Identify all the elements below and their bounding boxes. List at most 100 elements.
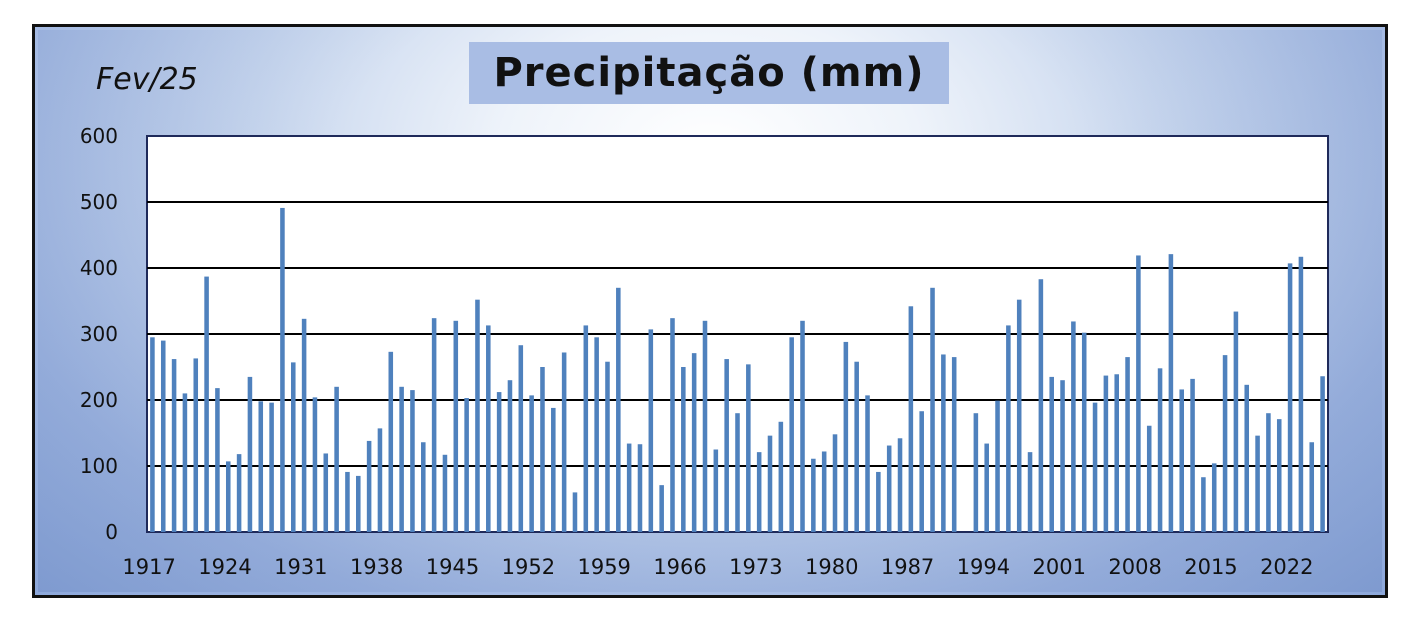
bar — [648, 329, 654, 532]
bar — [1114, 374, 1119, 532]
x-tick-label: 1994 — [957, 555, 1010, 579]
bar — [789, 337, 794, 532]
bar — [388, 351, 394, 532]
bar — [160, 340, 166, 532]
bar — [984, 443, 989, 532]
x-tick-label: 2015 — [1184, 555, 1237, 579]
bar — [345, 471, 350, 532]
bar — [1266, 413, 1271, 532]
bar — [334, 386, 339, 532]
bar — [702, 320, 708, 532]
bar — [941, 354, 946, 532]
bar — [1244, 384, 1250, 532]
bar — [811, 458, 816, 532]
bar — [464, 398, 469, 532]
bar — [204, 276, 209, 532]
chart-title: Precipitação (mm) — [469, 42, 949, 104]
bar — [1233, 311, 1239, 532]
bar — [247, 376, 253, 532]
bar — [767, 435, 773, 532]
bar — [421, 442, 426, 532]
bar — [691, 353, 697, 532]
bar — [713, 449, 719, 532]
bar — [215, 388, 220, 532]
bar — [529, 395, 534, 532]
bar — [453, 320, 459, 532]
bar — [746, 364, 751, 532]
bar — [1298, 256, 1304, 532]
bar — [399, 386, 404, 532]
bar — [1222, 355, 1228, 532]
bar — [540, 367, 545, 532]
y-tick-label: 400 — [80, 256, 118, 280]
x-tick-label: 1952 — [502, 555, 555, 579]
bar — [1049, 376, 1054, 532]
bar — [821, 451, 827, 532]
bar — [572, 492, 578, 532]
bar — [1276, 419, 1282, 532]
bar — [225, 461, 231, 532]
bar — [1201, 477, 1206, 532]
bar — [637, 444, 643, 532]
bar — [1211, 463, 1217, 532]
y-tick-label: 100 — [80, 454, 118, 478]
bar — [431, 318, 437, 532]
bar — [171, 359, 177, 532]
bar — [1016, 299, 1022, 532]
x-tick-label: 1938 — [350, 555, 403, 579]
bar — [1136, 255, 1141, 532]
bar — [1168, 254, 1174, 532]
bar — [605, 361, 610, 532]
bar — [280, 207, 285, 532]
bar — [236, 454, 242, 532]
x-tick-label: 2008 — [1108, 555, 1161, 579]
bar — [865, 395, 870, 532]
x-tick-label: 2022 — [1260, 555, 1313, 579]
bar — [1092, 402, 1098, 532]
bar — [681, 367, 686, 532]
bar — [496, 392, 502, 532]
bar — [442, 454, 448, 532]
bar — [670, 318, 675, 532]
bar — [182, 393, 188, 532]
bar — [876, 471, 881, 532]
bar — [778, 421, 784, 532]
bar — [518, 345, 524, 532]
bar — [258, 401, 264, 532]
bar — [301, 318, 307, 532]
bar — [1190, 378, 1195, 532]
bar — [551, 407, 556, 532]
bar — [356, 475, 361, 532]
x-tick-label: 1917 — [122, 555, 175, 579]
chart-subtitle: Fev/25 — [96, 62, 198, 97]
bar — [1081, 332, 1087, 532]
bar — [269, 402, 274, 532]
bar — [832, 434, 838, 532]
bar-series — [150, 207, 1325, 532]
bar — [756, 452, 762, 532]
bar — [995, 400, 1000, 532]
bar — [908, 306, 914, 532]
x-tick-label: 1966 — [653, 555, 706, 579]
x-axis-ticks: 1917 1924 1931 1938 1945 1952 1959 1966 1973 1980… — [122, 555, 1313, 579]
bar — [323, 453, 329, 532]
y-axis-ticks: 0 100 200 300 400 500 600 — [80, 124, 118, 544]
bar — [1071, 321, 1076, 532]
bar — [659, 485, 664, 532]
bar — [724, 359, 729, 532]
bar — [1038, 279, 1044, 532]
x-tick-label: 1931 — [274, 555, 327, 579]
x-tick-label: 1987 — [881, 555, 934, 579]
bar — [193, 358, 199, 532]
bar — [800, 320, 805, 532]
bar — [366, 440, 372, 532]
bar — [583, 325, 589, 532]
bar — [312, 397, 318, 532]
bar — [1103, 375, 1109, 532]
bar — [507, 380, 513, 532]
bar — [854, 361, 859, 532]
x-tick-label: 2001 — [1033, 555, 1086, 579]
bar — [1027, 452, 1033, 532]
bar — [1060, 380, 1065, 532]
